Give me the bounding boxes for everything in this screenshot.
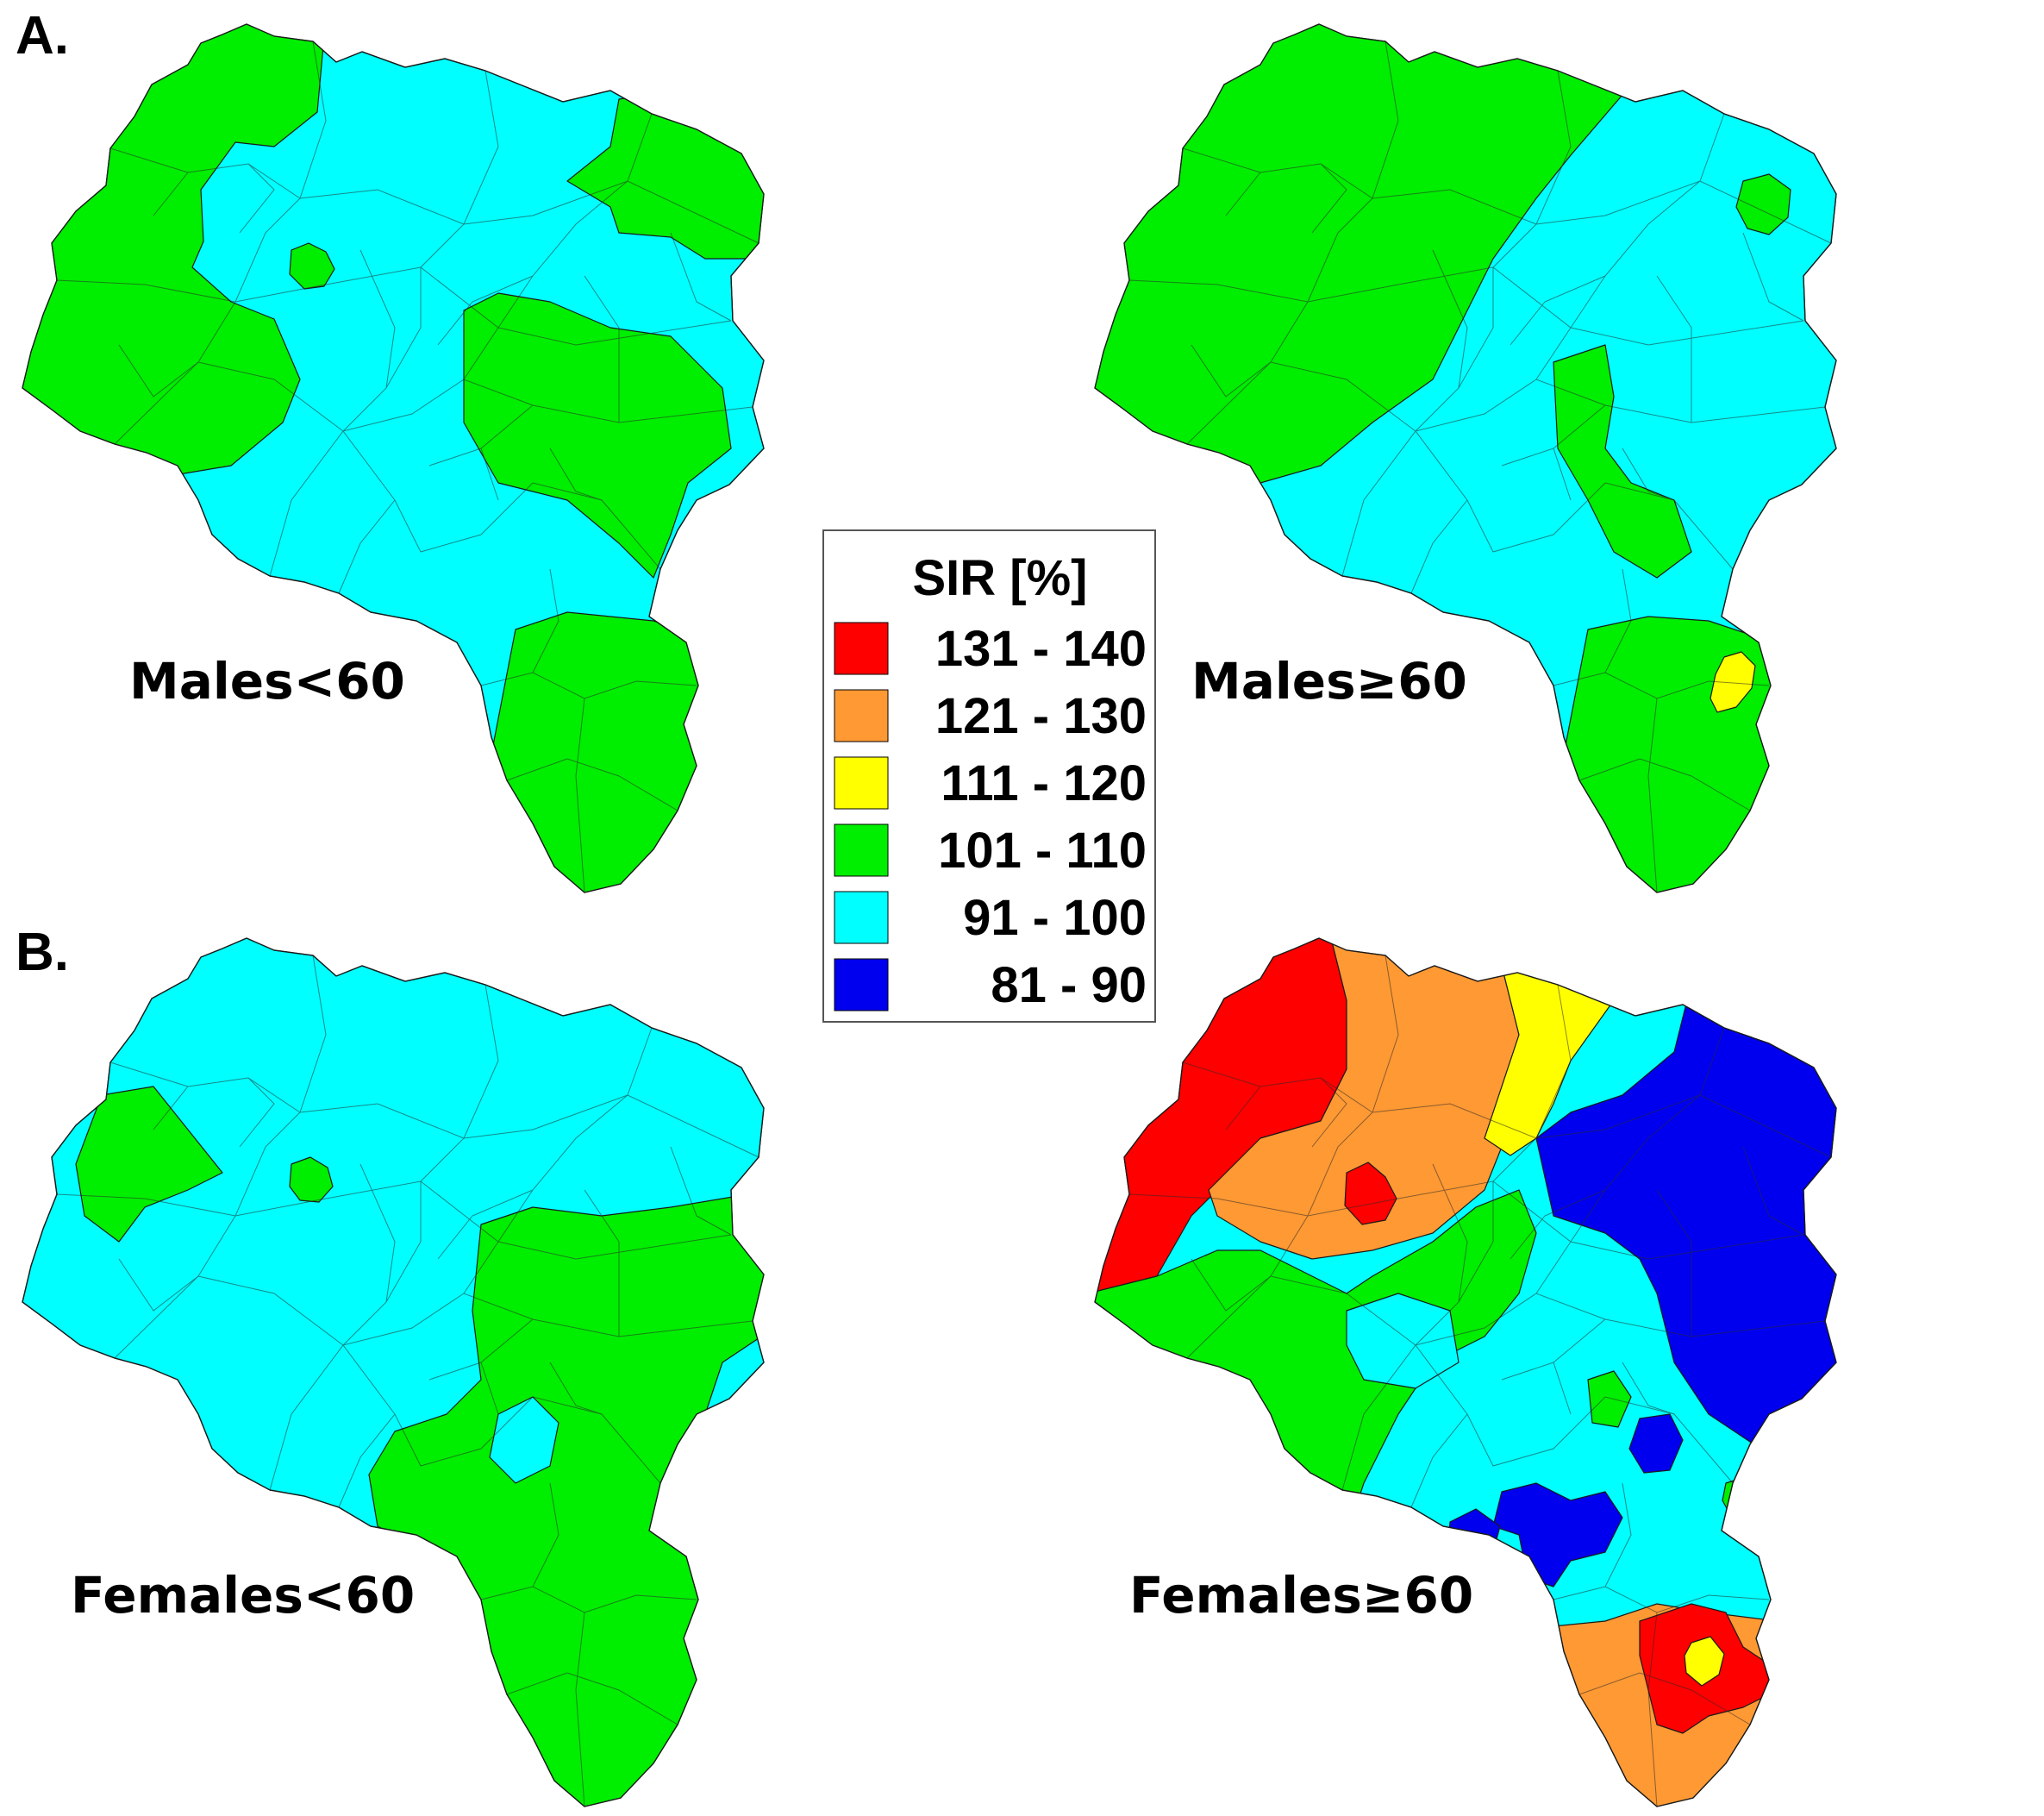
region-green <box>1535 616 1836 892</box>
legend-swatch <box>834 622 889 675</box>
region-green <box>1553 344 1692 579</box>
map-label-females-under-60: Females<60 <box>71 1566 415 1625</box>
map-label-males-under-60: Males<60 <box>129 652 405 711</box>
legend-label: 101 - 110 <box>938 823 1147 879</box>
region-green <box>1722 1475 1763 1520</box>
region-yellow <box>1684 1636 1725 1687</box>
panel-letter-a: A. <box>16 6 69 66</box>
region-green <box>1735 173 1791 235</box>
map-males-under-60 <box>22 23 765 893</box>
legend-label: 131 - 140 <box>935 621 1147 677</box>
region-yellow <box>1710 651 1756 713</box>
region-green <box>289 242 335 290</box>
region-green <box>289 1156 334 1203</box>
legend-label: 81 - 90 <box>991 957 1147 1013</box>
region-blue <box>1628 1413 1684 1474</box>
legend-label: 91 - 100 <box>963 890 1147 946</box>
region-green <box>463 611 764 892</box>
legend-title: SIR [%] <box>913 550 1088 606</box>
map-label-males-60-plus: Males≥60 <box>1191 652 1467 711</box>
region-green <box>463 292 732 579</box>
map-label-females-60-plus: Females≥60 <box>1129 1566 1473 1625</box>
map-females-60-plus <box>1094 937 1837 1807</box>
legend-label: 121 - 130 <box>935 688 1147 744</box>
legend-swatch <box>834 689 889 742</box>
legend-label: 111 - 120 <box>941 755 1147 811</box>
legend-swatch <box>834 958 889 1011</box>
map-males-60-plus <box>1094 23 1837 893</box>
region-green <box>1587 1370 1632 1428</box>
map-females-under-60 <box>22 937 765 1807</box>
legend-swatch <box>834 891 889 944</box>
legend-swatch <box>834 756 889 810</box>
legend-swatch <box>834 823 889 877</box>
region-blue <box>1535 982 1836 1450</box>
legend: SIR [%] 131 - 140 121 - 130 111 - 120 101 -… <box>822 529 1156 1023</box>
panel-letter-b: B. <box>16 923 69 982</box>
